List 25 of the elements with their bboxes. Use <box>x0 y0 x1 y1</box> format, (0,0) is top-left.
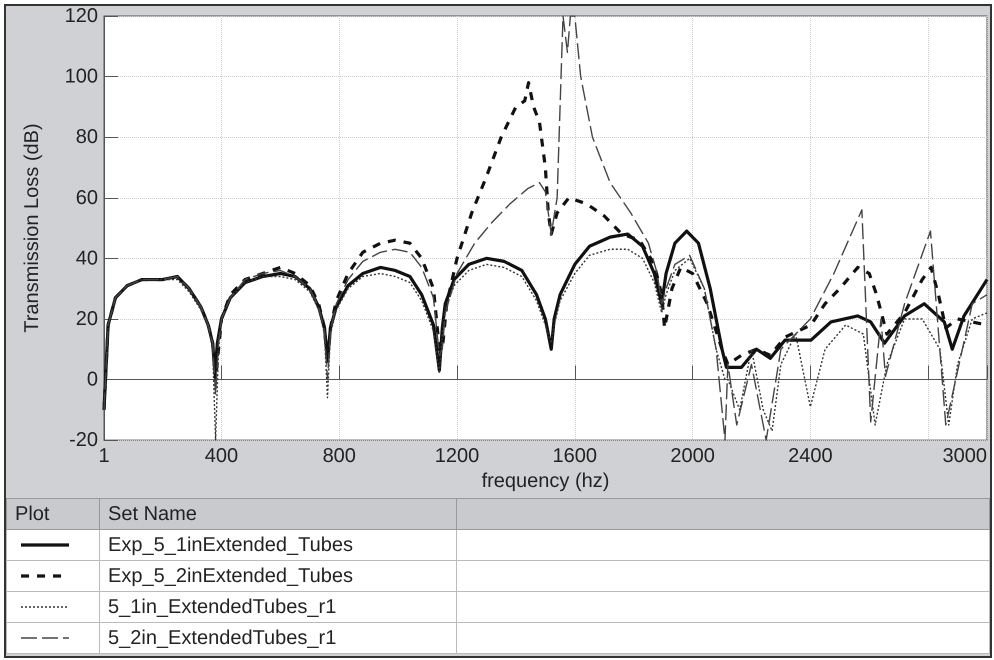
legend-label: 5_2in_ExtendedTubes_r1 <box>100 622 456 654</box>
y-tick-label: 80 <box>76 126 98 148</box>
text: Plot <box>6 498 100 530</box>
y-tick-label: 60 <box>76 186 98 209</box>
x-tick-label: 2400 <box>788 445 833 468</box>
x-tick-label: 400 <box>204 445 238 468</box>
y-tick-label: 100 <box>64 66 98 88</box>
legend-label: 5_1in_ExtendedTubes_r1 <box>100 592 456 622</box>
y-tick-label: 120 <box>64 5 98 27</box>
x-tick-label: 800 <box>322 445 356 468</box>
legend-title: Set Name <box>100 498 456 530</box>
y-axis-title: Transmission Loss (dB) <box>21 123 43 333</box>
x-tick-label: 2000 <box>670 445 715 468</box>
legend-label: Exp_5_1inExtended_Tubes <box>100 530 456 560</box>
y-tick-label: -20 <box>69 429 98 452</box>
x-tick-label: 1600 <box>552 445 598 468</box>
line-series <box>103 15 988 441</box>
legend-label: Exp_5_2inExtended_Tubes <box>100 560 456 592</box>
y-tick-label: 20 <box>76 308 98 330</box>
y-tick-label: 40 <box>76 247 98 270</box>
x-tick-label: 1 <box>98 445 110 468</box>
y-tick-label: 0 <box>86 368 98 391</box>
x-tick-label: 3000 <box>942 445 987 468</box>
x-tick-label: 1200 <box>434 445 480 468</box>
x-axis-title: frequency (hz) <box>482 470 610 492</box>
